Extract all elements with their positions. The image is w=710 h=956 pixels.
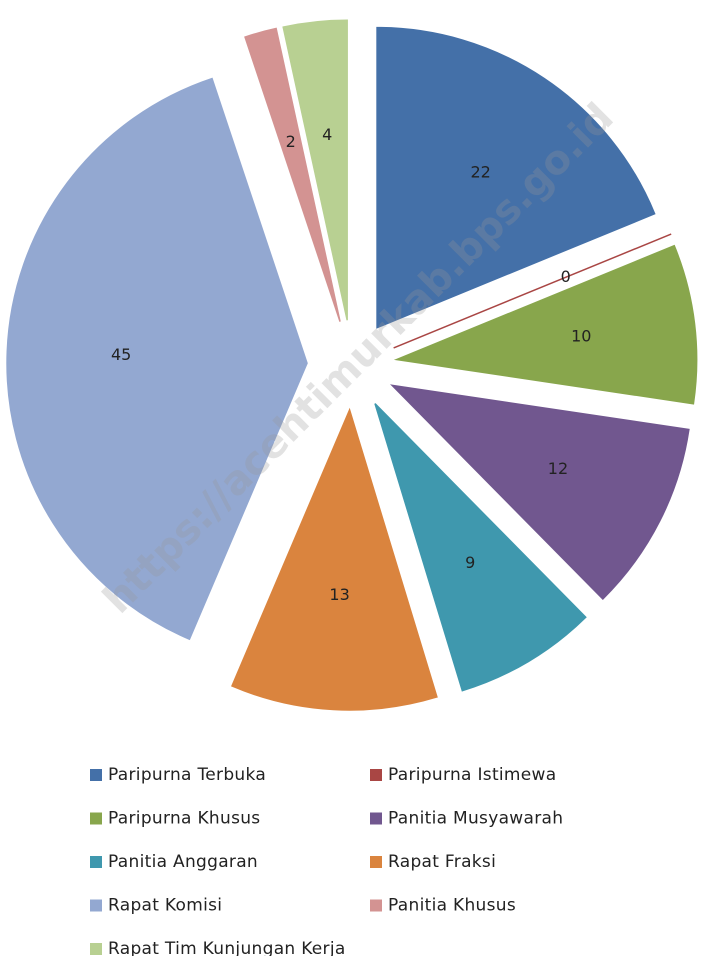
legend-label: Paripurna Khusus (108, 809, 260, 829)
data-label: 0 (561, 267, 571, 286)
data-label: 45 (111, 345, 131, 364)
legend-swatch (90, 769, 102, 781)
legend-swatch (90, 943, 102, 955)
pie-slice (6, 77, 308, 641)
pie (6, 19, 698, 711)
pie-slice (390, 384, 690, 600)
pie-slice (374, 403, 587, 692)
legend-swatch (90, 812, 102, 825)
legend-label: Paripurna Terbuka (108, 765, 266, 785)
pie-slice (244, 27, 341, 322)
data-label: 12 (548, 459, 568, 478)
legend-swatch (370, 856, 382, 868)
legend-swatch (370, 812, 382, 825)
legend-swatch (90, 899, 102, 912)
data-label: 13 (329, 585, 349, 604)
legend-label: Panitia Musyawarah (388, 809, 563, 829)
pie-slice (376, 26, 656, 329)
data-label: 2 (286, 132, 296, 151)
legend-swatch (90, 856, 102, 868)
legend-swatch (370, 769, 382, 781)
data-label: 4 (322, 125, 332, 144)
legend-label: Rapat Fraksi (388, 852, 496, 872)
data-label: 10 (571, 327, 591, 346)
legend-label: Panitia Khusus (388, 896, 516, 916)
legend-label: Rapat Komisi (108, 896, 222, 916)
pie-slice (231, 407, 438, 711)
legend-label: Panitia Anggaran (108, 852, 258, 872)
data-label: 22 (470, 163, 490, 182)
legend-label: Paripurna Istimewa (388, 765, 556, 785)
pie-slice (393, 244, 698, 405)
data-label: 9 (465, 553, 475, 572)
legend-swatch (370, 899, 382, 912)
legend-label: Rapat Tim Kunjungan Kerja (108, 939, 346, 956)
pie-slice (282, 19, 348, 321)
